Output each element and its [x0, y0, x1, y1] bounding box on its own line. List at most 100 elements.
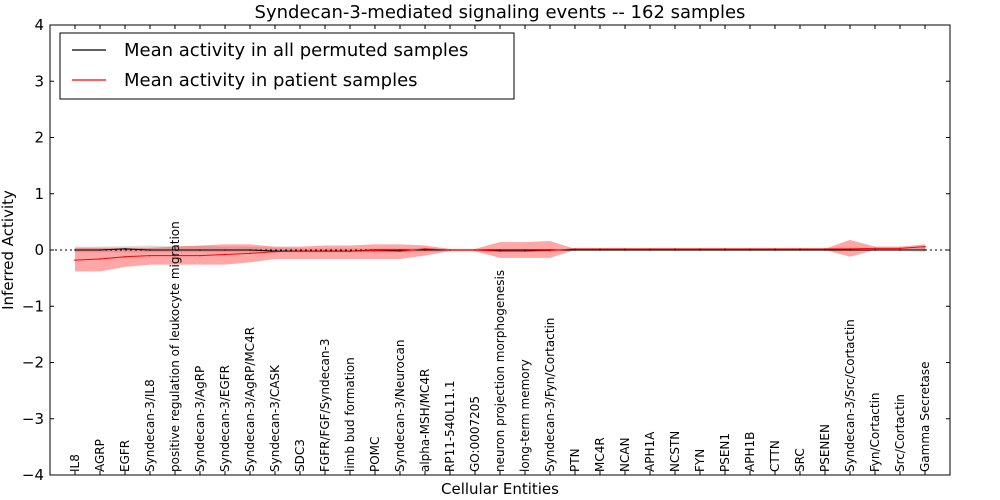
series-1-point — [624, 248, 626, 250]
series-1-point — [324, 250, 326, 252]
series-1-point — [649, 248, 651, 250]
series-0-point — [249, 249, 251, 251]
x-tick-label: APH1A — [643, 431, 657, 472]
legend-box — [59, 32, 515, 100]
series-0-point — [824, 249, 826, 251]
series-0-point — [224, 249, 226, 251]
series-1-point — [199, 254, 201, 257]
series-1-band — [75, 239, 925, 272]
x-axis-label: Cellular Entities — [441, 480, 559, 498]
series-1-point — [349, 250, 351, 252]
series-1-point — [699, 248, 701, 250]
series-1-point — [574, 248, 576, 250]
x-tick-label: Syndecan-3/Neurocan — [393, 340, 407, 472]
x-tick-label: positive regulation of leukocyte migrati… — [168, 221, 182, 472]
series-0-point — [599, 249, 601, 251]
series-0-point — [99, 249, 101, 251]
series-1-point — [299, 250, 301, 252]
series-1-point — [374, 249, 376, 252]
series-0-point — [499, 249, 501, 251]
legend-label-series-1: Mean activity in patient samples — [124, 70, 418, 91]
x-tick-label: NCSTN — [668, 431, 682, 472]
y-tick-label: 1 — [34, 185, 44, 203]
series-0-point — [399, 249, 401, 251]
series-1-point — [924, 245, 926, 248]
series-0-point — [799, 249, 801, 251]
series-0-point — [699, 249, 701, 251]
x-tick-label: AGRP — [93, 439, 107, 472]
legend-label-series-0: Mean activity in all permuted samples — [124, 40, 468, 61]
series-0-point — [874, 249, 876, 251]
x-tick-label: Syndecan-3/Src/Cortactin — [843, 319, 857, 472]
series-1-point — [674, 248, 676, 250]
series-0-point — [899, 249, 901, 251]
x-tick-label: Gamma Secretase — [918, 361, 932, 472]
series-1-point — [249, 252, 251, 255]
series-0-point — [149, 249, 151, 251]
series-0-point — [124, 248, 126, 250]
y-tick-label: −1 — [22, 297, 44, 315]
y-tick-label: 4 — [34, 16, 44, 34]
series-1-point — [774, 248, 776, 250]
series-1-point — [899, 247, 901, 250]
x-tick-label: CTTN — [768, 440, 782, 472]
x-tick-label: neuron projection morphogenesis — [493, 270, 507, 472]
x-tick-label: PSENEN — [818, 424, 832, 472]
series-1-point — [874, 247, 876, 250]
series-0-point — [774, 249, 776, 251]
series-0-point — [674, 249, 676, 251]
x-tick-label: Syndecan-3/AgRP/MC4R — [243, 327, 257, 472]
series-1-point — [399, 250, 401, 252]
x-tick-label: PTN — [568, 448, 582, 472]
series-0-point — [524, 249, 526, 251]
x-tick-label: RP11-540L11.1 — [443, 381, 457, 472]
series-0-point — [649, 249, 651, 251]
y-tick-label: 0 — [34, 241, 44, 259]
series-0-point — [724, 249, 726, 251]
x-tick-label: MC4R — [593, 437, 607, 472]
x-tick-label: Syndecan-3/AgRP — [193, 366, 207, 472]
series-0-point — [74, 249, 76, 251]
series-0-point — [199, 249, 201, 251]
series-1-point — [499, 250, 501, 252]
x-tick-label: Syndecan-3/Fyn/Cortactin — [543, 318, 557, 472]
series-1-point — [749, 248, 751, 250]
y-axis-label: Inferred Activity — [0, 190, 17, 310]
series-1-point — [174, 254, 176, 257]
plot-area: 4 3 2 1 0 −1 −2 −3 −4 IL8 AGRP EGFR Syndecan-3/IL8 po… — [22, 16, 951, 484]
series-1-point — [449, 249, 451, 251]
x-tick-label: Syndecan-3/IL8 — [143, 379, 157, 472]
y-tick-label: 3 — [34, 72, 44, 90]
x-tick-label: NCAN — [618, 437, 632, 472]
x-tick-label: PSEN1 — [718, 433, 732, 472]
x-tick-label: long-term memory — [518, 359, 532, 472]
x-tick-label: Syndecan-3/EGFR — [218, 365, 232, 472]
series-1-point — [849, 248, 851, 250]
series-1-point — [799, 248, 801, 250]
y-tick-label: −4 — [22, 466, 44, 484]
x-tick-label: APH1B — [743, 432, 757, 472]
x-tick-label: limb bud formation — [343, 357, 357, 472]
series-1-point — [549, 249, 551, 252]
series-1-point — [149, 254, 151, 257]
x-tick-label: SRC — [793, 448, 807, 472]
series-0-point — [174, 249, 176, 251]
series-0-band — [75, 245, 925, 253]
series-1-point — [274, 250, 276, 253]
x-tick-label: Src/Cortactin — [893, 394, 907, 472]
series-1-point — [524, 250, 526, 252]
series-1-point — [599, 248, 601, 250]
series-1-point — [124, 255, 126, 258]
series-0-point — [424, 249, 426, 251]
y-tick-label: −2 — [22, 354, 44, 372]
x-tick-label: EGFR — [118, 440, 132, 472]
series-0-point — [574, 249, 576, 251]
series-1-point — [824, 248, 826, 250]
x-tick-label: POMC — [368, 437, 382, 472]
series-1-point — [224, 253, 226, 256]
chart-title: Syndecan-3-mediated signaling events -- … — [255, 2, 746, 23]
series-0-point — [749, 249, 751, 251]
legend: Mean activity in all permuted samples Mea… — [59, 32, 515, 100]
series-1-point — [74, 259, 76, 261]
